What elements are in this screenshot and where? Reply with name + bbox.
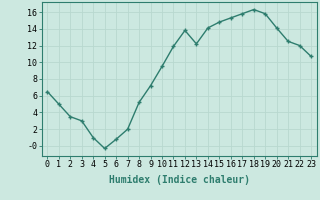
X-axis label: Humidex (Indice chaleur): Humidex (Indice chaleur) <box>109 175 250 185</box>
